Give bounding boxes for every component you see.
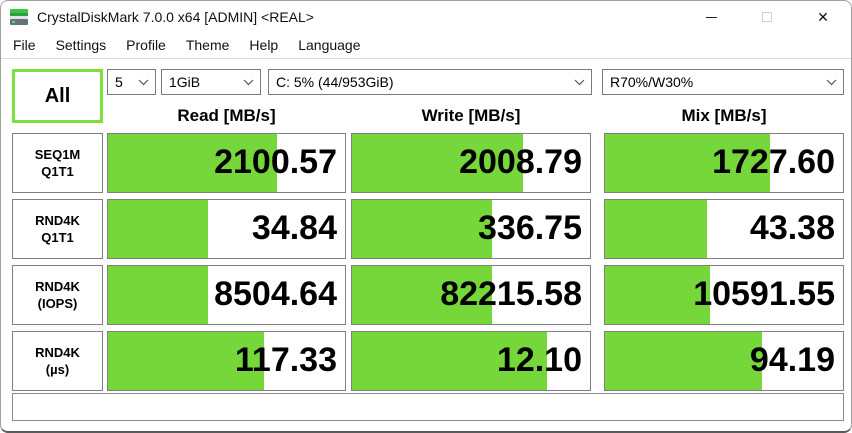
bar-fill (352, 266, 493, 324)
bar-fill (605, 332, 763, 390)
result-cell-read[interactable]: 117.33 (107, 331, 346, 391)
result-value: 1727.60 (712, 143, 835, 181)
result-cell-read[interactable]: 34.84 (107, 199, 346, 259)
target-drive-value: C: 5% (44/953GiB) (276, 74, 394, 90)
read-column-header: Read [MB/s] (177, 106, 276, 125)
bar-fill (352, 200, 493, 258)
chevron-down-icon (574, 79, 585, 86)
test-label-rnd4k-q1t1[interactable]: RND4K Q1T1 (12, 199, 103, 259)
chevron-down-icon (138, 79, 149, 86)
result-cell-write[interactable]: 82215.58 (351, 265, 591, 325)
menu-theme[interactable]: Theme (185, 37, 230, 53)
mix-ratio-dropdown[interactable]: R70%/W30% (602, 69, 844, 95)
write-column-header: Write [MB/s] (421, 106, 521, 125)
bar-fill (605, 134, 771, 192)
target-drive-dropdown[interactable]: C: 5% (44/953GiB) (268, 69, 592, 95)
test-label-line2: (IOPS) (37, 296, 78, 311)
menu-language[interactable]: Language (298, 37, 361, 53)
bar-fill (605, 266, 710, 324)
result-row-rnd4k-iops: RND4K (IOPS) 8504.64 82215.58 10591.55 (12, 265, 844, 325)
menu-help[interactable]: Help (249, 37, 279, 53)
window-controls: ✕ (683, 1, 851, 33)
result-value: 2100.57 (214, 143, 337, 181)
test-size-value: 1GiB (169, 74, 201, 90)
test-label-line1: RND4K (35, 279, 80, 294)
close-icon: ✕ (817, 9, 829, 25)
result-cell-write[interactable]: 12.10 (351, 331, 591, 391)
result-value: 34.84 (251, 209, 337, 247)
test-count-dropdown[interactable]: 5 (107, 69, 156, 95)
run-all-button[interactable]: All (12, 69, 103, 123)
result-value: 10591.55 (693, 275, 835, 313)
result-cell-write[interactable]: 2008.79 (351, 133, 591, 193)
result-cell-read[interactable]: 8504.64 (107, 265, 346, 325)
test-size-dropdown[interactable]: 1GiB (161, 69, 261, 95)
bar-fill (605, 200, 708, 258)
test-label-line1: SEQ1M (34, 147, 81, 162)
minimize-button[interactable] (683, 1, 739, 33)
result-value: 12.10 (496, 341, 582, 379)
maximize-button (739, 1, 795, 33)
bar-fill (352, 332, 548, 390)
maximize-icon (762, 12, 772, 22)
result-cell-read[interactable]: 2100.57 (107, 133, 346, 193)
result-cell-mix[interactable]: 10591.55 (604, 265, 844, 325)
result-row-rnd4k-q1t1: RND4K Q1T1 34.84 336.75 43.38 (12, 199, 844, 259)
mix-ratio-value: R70%/W30% (610, 74, 694, 90)
test-label-line2: Q1T1 (41, 230, 74, 245)
minimize-icon (705, 16, 717, 18)
result-value: 117.33 (234, 341, 337, 379)
chevron-down-icon (243, 79, 254, 86)
result-cell-mix[interactable]: 1727.60 (604, 133, 844, 193)
test-label-line2: (µs) (45, 362, 70, 377)
bar-fill (108, 266, 208, 324)
window-title: CrystalDiskMark 7.0.0 x64 [ADMIN] <REAL> (37, 9, 314, 25)
test-label-rnd4k-latency[interactable]: RND4K (µs) (12, 331, 103, 391)
result-value: 82215.58 (440, 275, 582, 313)
menu-settings[interactable]: Settings (55, 37, 107, 53)
bar-fill (108, 200, 208, 258)
test-label-seq1m-q1t1[interactable]: SEQ1M Q1T1 (12, 133, 103, 193)
menu-bar: File Settings Profile Theme Help Languag… (1, 33, 851, 59)
result-value: 336.75 (478, 209, 582, 247)
result-row-seq1m-q1t1: SEQ1M Q1T1 2100.57 2008.79 1727.60 (12, 133, 844, 193)
result-value: 2008.79 (459, 143, 582, 181)
test-label-line1: RND4K (35, 213, 80, 228)
result-value: 8504.64 (214, 275, 337, 313)
status-bar (12, 393, 844, 421)
menu-file[interactable]: File (13, 37, 36, 53)
result-value: 43.38 (749, 209, 835, 247)
test-label-rnd4k-iops[interactable]: RND4K (IOPS) (12, 265, 103, 325)
test-label-line2: Q1T1 (41, 164, 74, 179)
result-cell-write[interactable]: 336.75 (351, 199, 591, 259)
close-button[interactable]: ✕ (795, 1, 851, 33)
column-headers: Read [MB/s] Write [MB/s] Mix [MB/s] (12, 104, 844, 130)
result-cell-mix[interactable]: 43.38 (604, 199, 844, 259)
menu-profile[interactable]: Profile (126, 37, 166, 53)
result-cell-mix[interactable]: 94.19 (604, 331, 844, 391)
result-value: 94.19 (749, 341, 835, 379)
bar-fill (108, 134, 278, 192)
chevron-down-icon (826, 79, 837, 86)
bar-fill (352, 134, 524, 192)
mix-column-header: Mix [MB/s] (681, 106, 767, 125)
test-label-line1: RND4K (35, 345, 80, 360)
title-bar: CrystalDiskMark 7.0.0 x64 [ADMIN] <REAL>… (1, 1, 851, 33)
result-row-rnd4k-latency: RND4K (µs) 117.33 12.10 94.19 (12, 331, 844, 391)
bar-fill (108, 332, 265, 390)
test-count-value: 5 (115, 74, 123, 90)
app-disk-icon (9, 8, 29, 26)
